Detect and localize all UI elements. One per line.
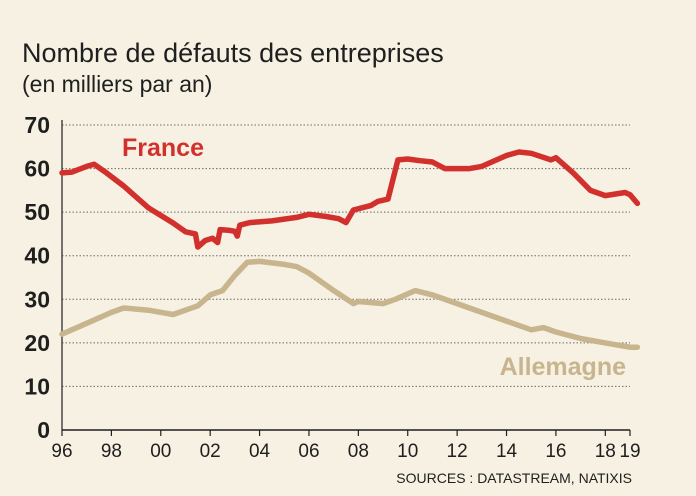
- y-tick-label: 50: [24, 199, 50, 225]
- y-tick-labels: 0 10 20 30 40 50 60 70: [24, 112, 50, 443]
- x-tick-label: 10: [397, 441, 418, 462]
- y-tick-label: 70: [24, 112, 50, 138]
- y-tick-label: 10: [24, 373, 50, 399]
- grid-lines: [62, 124, 630, 387]
- source-note: SOURCES : DATASTREAM, NATIXIS: [396, 470, 632, 486]
- series-labels: France Allemagne: [122, 134, 626, 381]
- series-lines: [59, 149, 641, 350]
- series-line-allemagne: [59, 258, 641, 350]
- chart-subtitle: (en milliers par an): [22, 71, 212, 97]
- x-tick-labels: 96 98 00 02 04 06 08 10 12 14 16 18 19: [51, 441, 640, 462]
- series-label-allemagne: Allemagne: [500, 353, 627, 381]
- axes: [61, 120, 631, 436]
- y-tick-label: 20: [24, 330, 50, 356]
- y-tick-label: 30: [24, 286, 50, 312]
- series-label-france: France: [122, 134, 204, 162]
- chart-title: Nombre de défauts des entreprises: [22, 38, 444, 68]
- x-tick-label: 98: [101, 441, 122, 462]
- x-tick-label: 18: [595, 441, 616, 462]
- x-tick-label: 02: [200, 441, 221, 462]
- x-tick-label: 06: [298, 441, 319, 462]
- y-tick-label: 60: [24, 156, 50, 182]
- x-tick-label: 14: [496, 441, 518, 462]
- x-tick-label: 16: [545, 441, 566, 462]
- series-line-france: [59, 149, 641, 250]
- x-tick-label: 96: [51, 441, 72, 462]
- y-tick-label: 0: [37, 417, 50, 443]
- x-tick-label: 04: [249, 441, 271, 462]
- x-tick-label: 19: [619, 441, 640, 462]
- x-tick-label: 00: [150, 441, 171, 462]
- x-tick-label: 08: [348, 441, 369, 462]
- y-tick-label: 40: [24, 243, 50, 269]
- x-tick-label: 12: [447, 441, 468, 462]
